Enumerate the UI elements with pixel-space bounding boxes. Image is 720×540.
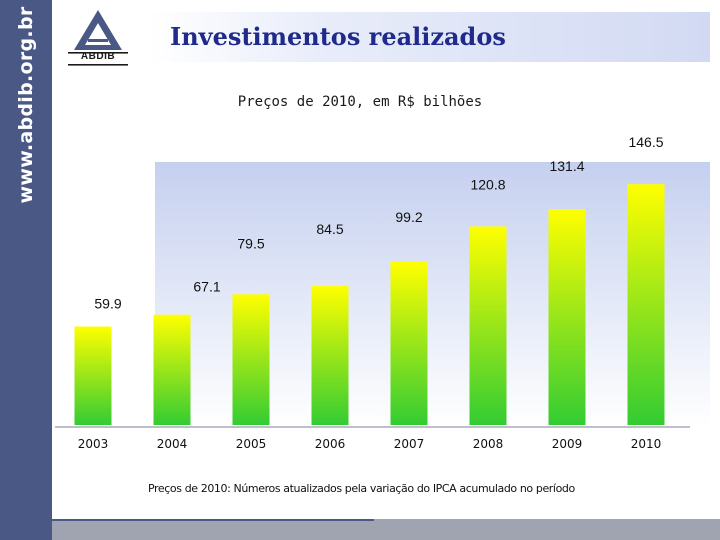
bar-2005 [232,294,270,425]
bar-2004 [153,314,191,425]
x-tick-label-2005: 2005 [236,437,267,451]
bar-2008 [469,226,507,425]
x-tick-label-2010: 2010 [631,437,662,451]
bar-2006 [311,286,349,425]
bar-2007 [390,261,428,425]
bar-2009 [548,209,586,425]
data-label-2008: 120.8 [470,176,505,192]
data-label-2003: 59.9 [94,296,121,312]
bottom-bar [52,519,720,540]
x-tick-label-2007: 2007 [394,437,425,451]
data-label-2005: 79.5 [237,235,264,251]
logo-triangle-icon [68,10,128,66]
x-tick-label-2009: 2009 [552,437,583,451]
data-label-2006: 84.5 [316,221,343,237]
header-band [150,12,710,62]
x-tick-label-2003: 2003 [78,437,109,451]
data-label-2009: 131.4 [549,158,584,174]
page-title: Investimentos realizados [170,22,506,51]
footnote: Preços de 2010: Números atualizados pela… [148,482,575,495]
data-label-2007: 99.2 [395,209,422,225]
sidebar: www.abdib.org.br [0,0,52,540]
abdib-logo: ABDIB [62,8,134,66]
logo-text: ABDIB [80,51,116,62]
chart-subtitle: Preços de 2010, em R$ bilhões [237,94,483,110]
bar-2003 [74,326,112,425]
bar-2010 [627,184,665,425]
x-tick-label-2004: 2004 [157,437,188,451]
data-label-2010: 146.5 [628,134,663,150]
data-label-2004: 67.1 [193,279,220,295]
x-tick-label-2008: 2008 [473,437,504,451]
x-tick-label-2006: 2006 [315,437,346,451]
bottom-bar-accent [52,519,374,521]
